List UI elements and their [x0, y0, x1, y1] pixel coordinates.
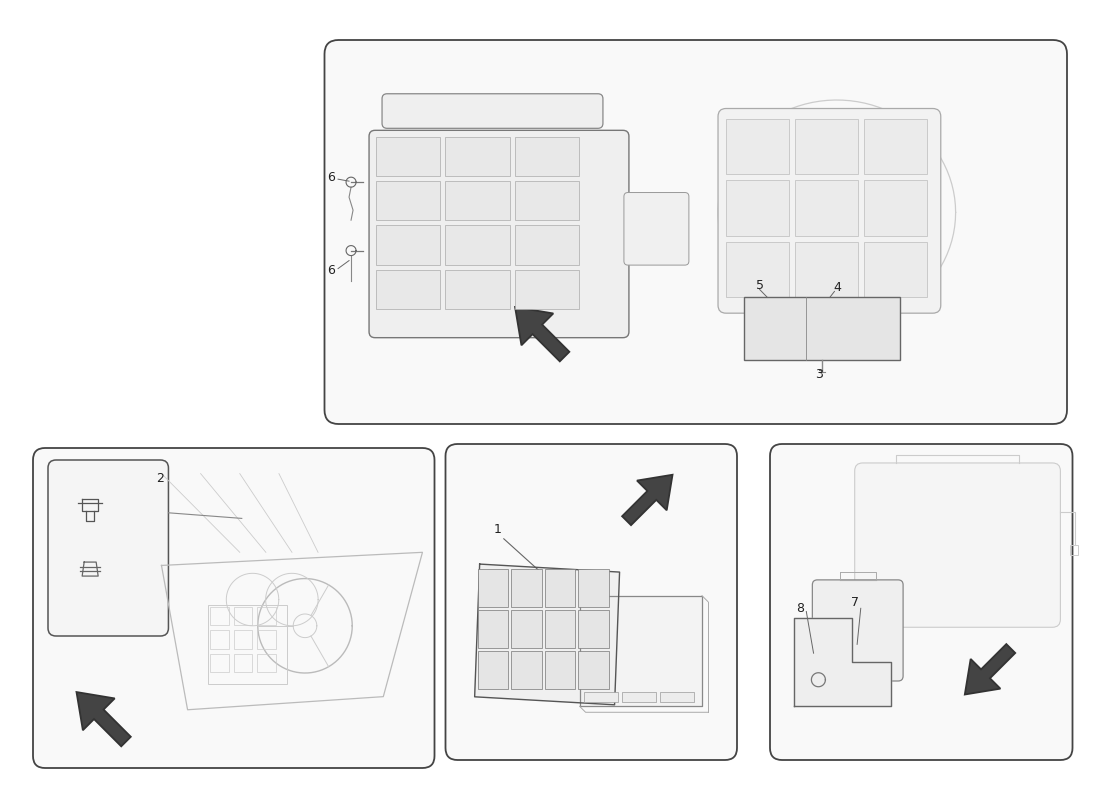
Bar [376, 182, 440, 221]
Bar [477, 651, 508, 689]
Bar [234, 607, 252, 625]
FancyBboxPatch shape [770, 444, 1072, 760]
Bar [376, 270, 440, 309]
FancyBboxPatch shape [370, 130, 629, 338]
Bar [515, 226, 579, 265]
Bar [512, 651, 541, 689]
Bar [512, 569, 541, 607]
Bar [864, 118, 927, 174]
Bar [446, 138, 509, 176]
Text: eurospares: eurospares [549, 558, 672, 578]
Bar [446, 182, 509, 221]
Bar [234, 654, 252, 673]
FancyBboxPatch shape [718, 109, 940, 313]
Bar [726, 180, 789, 236]
Text: 1: 1 [494, 523, 502, 536]
Bar [795, 180, 858, 236]
Bar [795, 242, 858, 297]
FancyBboxPatch shape [812, 580, 903, 681]
Polygon shape [77, 692, 131, 746]
Bar [544, 610, 575, 648]
Bar [660, 692, 694, 702]
Bar [257, 607, 276, 625]
FancyBboxPatch shape [48, 460, 168, 636]
Bar [579, 569, 608, 607]
Text: 2: 2 [156, 472, 164, 485]
Bar [234, 630, 252, 649]
Text: 3: 3 [815, 368, 823, 381]
Text: 8: 8 [796, 602, 804, 615]
Bar [210, 607, 229, 625]
Polygon shape [623, 474, 672, 525]
Bar [477, 610, 508, 648]
Text: eurospares: eurospares [540, 186, 681, 206]
FancyBboxPatch shape [446, 444, 737, 760]
FancyBboxPatch shape [744, 298, 900, 361]
Bar [376, 138, 440, 176]
FancyBboxPatch shape [855, 463, 1060, 627]
Bar [210, 654, 229, 673]
Polygon shape [515, 307, 570, 362]
Bar [515, 138, 579, 176]
Bar [477, 569, 508, 607]
Bar [1070, 545, 1078, 555]
Bar [257, 654, 276, 673]
Bar [795, 118, 858, 174]
Polygon shape [965, 644, 1015, 694]
FancyBboxPatch shape [33, 448, 434, 768]
Bar [515, 270, 579, 309]
Bar [726, 118, 789, 174]
Polygon shape [475, 564, 619, 705]
Polygon shape [794, 618, 891, 706]
Bar [210, 630, 229, 649]
Text: eurospares: eurospares [142, 562, 265, 582]
Text: 5: 5 [756, 279, 763, 292]
Bar [579, 610, 608, 648]
Bar [515, 182, 579, 221]
FancyBboxPatch shape [624, 193, 689, 265]
Text: 4: 4 [834, 281, 842, 294]
Text: 6: 6 [327, 264, 336, 277]
Bar [376, 226, 440, 265]
FancyBboxPatch shape [382, 94, 603, 128]
Text: 6: 6 [327, 170, 336, 184]
Text: 7: 7 [850, 595, 859, 609]
Bar [209, 605, 287, 683]
Bar [512, 610, 541, 648]
Bar [544, 569, 575, 607]
Bar [446, 270, 509, 309]
FancyBboxPatch shape [324, 40, 1067, 424]
Bar [726, 242, 789, 297]
Bar [864, 180, 927, 236]
Bar [257, 630, 276, 649]
Bar [864, 242, 927, 297]
Polygon shape [580, 596, 702, 706]
Bar [621, 692, 656, 702]
Bar [584, 692, 618, 702]
Bar [579, 651, 608, 689]
Bar [446, 226, 509, 265]
Bar [544, 651, 575, 689]
